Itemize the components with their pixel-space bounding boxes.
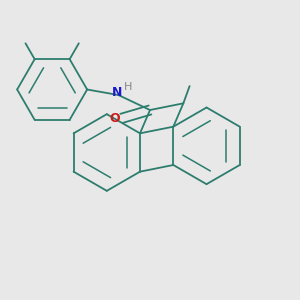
Text: N: N <box>112 86 122 99</box>
Text: O: O <box>109 112 120 125</box>
Text: H: H <box>124 82 133 92</box>
